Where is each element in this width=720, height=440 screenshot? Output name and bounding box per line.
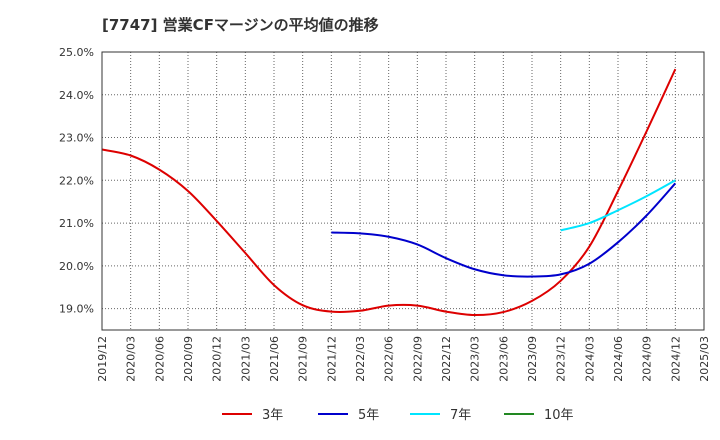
- y-tick-label: 22.0%: [59, 174, 94, 187]
- series-lines: [101, 68, 677, 317]
- y-axis-ticks: 19.0% 20.0% 21.0% 22.0% 23.0% 24.0% 25.0%: [59, 46, 94, 316]
- x-tick-label: 2022/12: [440, 336, 453, 382]
- legend-label-3: 10年: [544, 408, 574, 423]
- x-tick-label: 2021/09: [297, 336, 310, 382]
- y-tick-label: 20.0%: [59, 260, 94, 273]
- x-tick-label: 2021/06: [268, 336, 281, 382]
- x-tick-label: 2023/12: [555, 336, 568, 382]
- series-line-0: [101, 68, 677, 317]
- x-tick-label: 2024/12: [669, 336, 682, 382]
- legend-label-0: 3年: [262, 408, 283, 423]
- x-tick-label: 2019/12: [96, 336, 109, 382]
- x-tick-label: 2020/09: [182, 336, 195, 382]
- y-tick-label: 24.0%: [59, 89, 94, 102]
- plot-border: [101, 51, 705, 331]
- x-tick-label: 2024/03: [583, 336, 596, 382]
- x-tick-label: 2021/03: [239, 336, 252, 382]
- x-tick-label: 2022/09: [411, 336, 424, 382]
- x-tick-label: 2024/06: [612, 336, 625, 382]
- x-axis-ticks: 2019/12 2020/03 2020/06 2020/09 2020/12 2021/…: [96, 336, 711, 382]
- x-tick-label: 2023/06: [497, 336, 510, 382]
- legend: 3年 5年 7年 10年: [222, 408, 574, 423]
- y-tick-label: 19.0%: [59, 303, 94, 316]
- x-tick-label: 2021/12: [325, 336, 338, 382]
- series-line-2: [560, 179, 676, 232]
- x-tick-label: 2024/09: [641, 336, 654, 382]
- y-tick-label: 21.0%: [59, 217, 94, 230]
- y-tick-label: 23.0%: [59, 132, 94, 145]
- legend-label-2: 7年: [450, 408, 471, 423]
- x-tick-label: 2023/03: [469, 336, 482, 382]
- x-tick-label: 2025/03: [698, 336, 711, 382]
- x-tick-label: 2020/06: [153, 336, 166, 382]
- y-tick-label: 25.0%: [59, 46, 94, 59]
- x-tick-label: 2020/12: [211, 336, 224, 382]
- chart-title: [7747] 営業CFマージンの平均値の推移: [102, 16, 379, 34]
- x-tick-label: 2022/03: [354, 336, 367, 382]
- x-tick-label: 2020/03: [125, 336, 138, 382]
- x-tick-label: 2022/06: [383, 336, 396, 382]
- series-line-1: [331, 182, 677, 278]
- x-tick-label: 2023/09: [526, 336, 539, 382]
- legend-label-1: 5年: [358, 408, 379, 423]
- plot-area: [102, 52, 704, 330]
